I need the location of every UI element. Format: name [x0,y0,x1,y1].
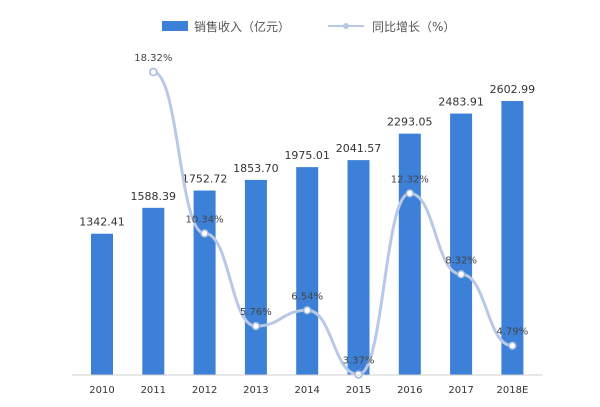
growth-label-2014: 6.54% [291,291,323,302]
bar-2010 [91,233,113,375]
growth-line-series: 18.32% 10.34% 5.76% 6.54% 3.37% 12.32% 8.32% 4.… [134,53,529,379]
legend-label-bar: 销售收入（亿元） [194,19,290,34]
bar-value-label-2017: 2483.91 [438,96,484,109]
legend: 销售收入（亿元） 同比增长（%） [162,19,455,34]
x-tick-2013: 2013 [243,385,268,396]
bar-2013 [244,179,267,375]
bar-2014 [296,167,319,375]
bar-value-label-2010: 1342.41 [79,216,125,229]
bar-value-label-2013: 1853.70 [233,162,279,175]
growth-label-2015: 3.37% [343,355,375,366]
growth-label-2011: 18.32% [134,53,172,64]
bar-value-label-2014: 1975.01 [284,149,330,162]
bar-2017 [450,113,473,375]
x-tick-2010: 2010 [89,385,114,396]
x-tick-2012: 2012 [192,385,217,396]
growth-point-2015 [354,370,363,379]
x-axis: 2010 2011 2012 2013 2014 2015 2016 2017 2018E [72,374,543,396]
growth-label-2016: 12.32% [391,174,429,185]
growth-point-2011 [149,67,158,77]
growth-point-2018E [508,341,517,350]
legend-label-line: 同比增长（%） [372,20,455,34]
bar-value-label-2015: 2041.57 [336,142,382,155]
bar-2016 [398,133,421,375]
growth-point-2013 [251,321,261,331]
bar-2015 [347,160,370,375]
growth-label-2017: 8.32% [445,255,477,266]
bar-value-label-2011: 1588.39 [131,190,177,203]
growth-point-2012 [200,229,209,238]
bar-2011 [142,207,165,375]
legend-swatch-bar [162,21,188,31]
legend-swatch-marker [343,23,349,29]
growth-label-2013: 5.76% [240,307,272,318]
x-tick-2014: 2014 [294,385,319,396]
growth-point-2014 [302,306,312,315]
bar-value-label-2018E: 2602.99 [490,83,536,96]
growth-label-2018E: 4.79% [497,327,529,338]
x-tick-2011: 2011 [141,385,166,396]
growth-label-2012: 10.34% [186,214,224,225]
x-tick-2016: 2016 [397,385,422,396]
bar-series: 1342.41 1588.39 1752.72 1853.70 1975.01 2041.… [79,83,535,375]
x-tick-2015: 2015 [346,385,371,396]
growth-point-2016 [405,189,415,198]
x-tick-2018E: 2018E [497,385,529,396]
bar-value-label-2016: 2293.05 [387,116,433,129]
growth-point-2017 [456,270,466,279]
bar-value-label-2012: 1752.72 [182,173,228,186]
x-tick-2017: 2017 [448,385,473,396]
bar-2018E [501,101,524,375]
